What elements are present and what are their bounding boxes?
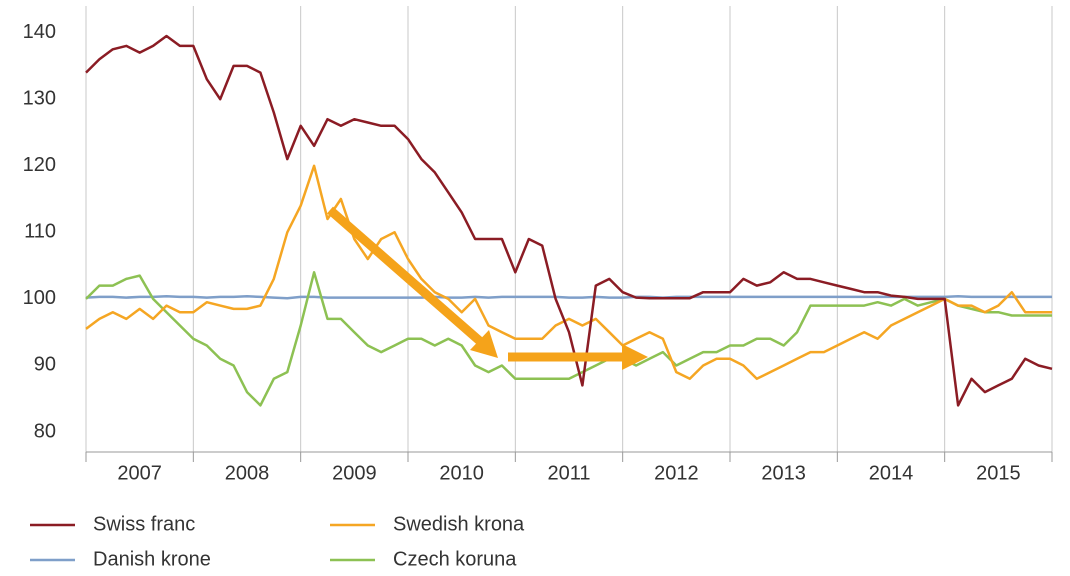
x-tick-label: 2015: [976, 462, 1021, 484]
x-tick-label: 2012: [654, 462, 699, 484]
x-tick-label: 2010: [439, 462, 484, 484]
legend-label: Swedish krona: [393, 513, 525, 535]
annotation-arrows: [327, 206, 648, 370]
arrow-head: [470, 330, 498, 358]
y-tick-label: 100: [23, 287, 56, 309]
x-tick-label: 2008: [225, 462, 270, 484]
y-tick-label: 110: [24, 221, 56, 243]
x-tick-label: 2009: [332, 462, 377, 484]
series-line: [85, 164, 1052, 381]
x-tick-label: 2014: [869, 462, 914, 484]
x-tick-label: 2013: [761, 462, 806, 484]
y-tick-label: 120: [23, 154, 56, 176]
legend-label: Swiss franc: [93, 513, 195, 535]
y-tick-label: 140: [23, 21, 56, 43]
x-tick-label: 2011: [547, 462, 590, 484]
arrow-shaft: [327, 206, 485, 347]
series-line: [85, 34, 1053, 407]
x-tick-label: 2007: [117, 462, 162, 484]
legend-label: Danish krone: [93, 548, 211, 570]
series-line: [85, 271, 1052, 407]
y-tick-label: 130: [23, 87, 56, 109]
y-tick-label: 90: [34, 354, 56, 376]
series-line: [85, 294, 1052, 300]
plot-area: 2007 2008 2009 2010 2011 2012 2013 2014 2015 80 90…: [23, 6, 1053, 484]
arrow-head: [622, 344, 648, 370]
legend-label: Czech koruna: [393, 548, 517, 570]
y-tick-label: 80: [34, 420, 56, 442]
